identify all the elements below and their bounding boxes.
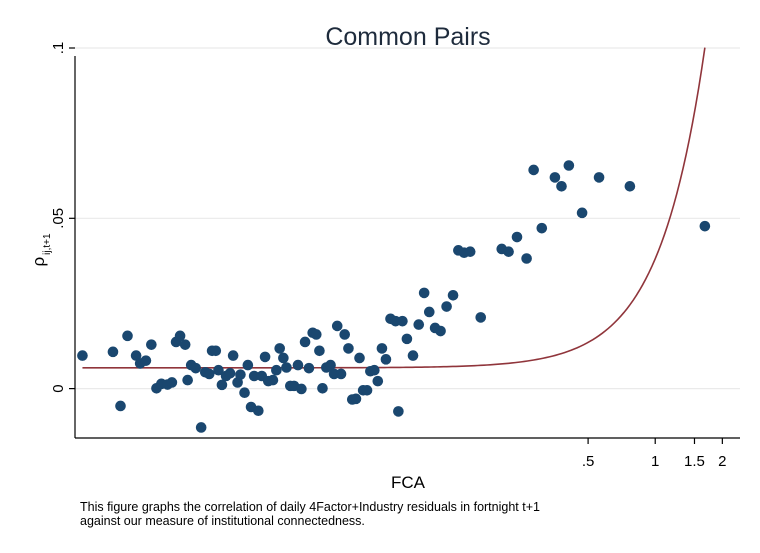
data-point-39 xyxy=(271,364,282,376)
data-point-61 xyxy=(350,393,362,405)
grid xyxy=(75,47,740,390)
y-tick-label-1: .05 xyxy=(50,208,67,229)
axes xyxy=(74,56,740,439)
data-point-82 xyxy=(447,289,459,301)
data-point-68 xyxy=(376,343,388,354)
data-point-91 xyxy=(528,164,539,176)
data-point-0 xyxy=(77,350,88,361)
data-point-34 xyxy=(253,405,264,417)
data-point-2 xyxy=(115,400,126,412)
data-point-62 xyxy=(354,352,365,364)
data-point-11 xyxy=(166,377,178,388)
data-point-40 xyxy=(274,343,286,354)
y-tick-label-0: 0 xyxy=(50,384,67,392)
data-point-80 xyxy=(435,325,446,337)
data-point-29 xyxy=(235,369,246,380)
fit-line xyxy=(82,47,706,369)
data-point-13 xyxy=(174,330,186,342)
data-point-30 xyxy=(239,387,250,398)
chart-title: Common Pairs xyxy=(325,23,490,51)
data-point-75 xyxy=(407,350,419,361)
data-point-72 xyxy=(393,406,404,417)
data-point-46 xyxy=(296,383,307,395)
svg-text:ρij,t+1: ρ ij,t+1 xyxy=(29,233,53,267)
data-point-74 xyxy=(401,333,413,345)
data-point-45 xyxy=(292,359,304,371)
x-tick-label-2: 1.5 xyxy=(684,453,705,470)
data-point-41 xyxy=(278,352,289,364)
data-point-14 xyxy=(179,339,191,350)
data-point-52 xyxy=(317,382,328,394)
data-point-3 xyxy=(122,330,133,342)
data-point-50 xyxy=(310,329,322,340)
data-point-95 xyxy=(563,160,575,171)
data-point-94 xyxy=(556,180,567,192)
x-tick-label-1: 1 xyxy=(651,453,659,470)
data-point-56 xyxy=(331,320,343,332)
data-point-76 xyxy=(413,319,425,330)
y-tick-label-2: .1 xyxy=(50,42,67,55)
data-point-42 xyxy=(281,362,292,373)
data-point-27 xyxy=(227,350,239,361)
data-point-17 xyxy=(190,362,202,374)
data-point-38 xyxy=(267,374,279,386)
data-point-4 xyxy=(130,350,142,361)
caption-line-1: This figure graphs the correlation of da… xyxy=(80,500,540,514)
data-point-54 xyxy=(325,359,336,371)
data-point-90 xyxy=(521,253,532,264)
x-tick-label-3: 2 xyxy=(718,453,726,470)
data-point-85 xyxy=(464,246,476,257)
data-point-88 xyxy=(503,246,514,257)
y-axis-label: ρ ij,t+1 xyxy=(29,233,53,267)
data-point-48 xyxy=(303,362,315,374)
data-point-92 xyxy=(536,222,548,234)
data-point-20 xyxy=(203,368,215,380)
data-point-67 xyxy=(372,375,384,387)
x-axis-label: FCA xyxy=(391,473,426,492)
data-point-15 xyxy=(182,374,193,386)
data-point-7 xyxy=(146,339,157,350)
data-point-69 xyxy=(380,354,392,365)
data-point-6 xyxy=(140,355,152,366)
data-point-93 xyxy=(549,172,561,183)
caption-line-2: against our measure of institutional con… xyxy=(80,514,365,528)
data-point-58 xyxy=(339,329,351,340)
data-point-22 xyxy=(210,345,222,357)
data-point-18 xyxy=(195,422,207,433)
data-point-89 xyxy=(511,231,523,243)
scatter-points xyxy=(77,160,711,433)
data-point-66 xyxy=(369,364,380,376)
data-point-99 xyxy=(699,220,711,232)
data-point-31 xyxy=(242,359,254,371)
data-point-57 xyxy=(335,368,347,380)
data-point-23 xyxy=(213,364,224,376)
caption: This figure graphs the correlation of da… xyxy=(80,500,750,528)
data-point-96 xyxy=(576,207,588,219)
data-point-59 xyxy=(343,343,354,354)
data-point-81 xyxy=(441,301,452,312)
data-point-51 xyxy=(314,345,325,357)
data-point-36 xyxy=(259,351,271,363)
data-point-97 xyxy=(593,172,605,183)
data-point-24 xyxy=(216,379,228,391)
y-axis-label-main: ρ xyxy=(29,257,48,267)
data-point-1 xyxy=(107,346,119,358)
data-point-98 xyxy=(624,180,636,192)
data-point-78 xyxy=(423,306,435,318)
data-point-86 xyxy=(475,312,487,323)
data-point-47 xyxy=(299,336,311,348)
x-tick-label-0: .5 xyxy=(582,453,595,470)
data-point-64 xyxy=(361,385,373,396)
x-ticks: .5 1 1.5 2 xyxy=(582,438,727,470)
data-point-26 xyxy=(224,367,236,379)
data-point-77 xyxy=(418,287,430,299)
fit-line-group xyxy=(82,47,706,369)
data-point-33 xyxy=(248,370,260,382)
y-ticks: 0 .05 .1 xyxy=(50,42,75,393)
y-axis-label-subscript: ij,t+1 xyxy=(42,233,53,255)
data-point-73 xyxy=(397,315,408,327)
